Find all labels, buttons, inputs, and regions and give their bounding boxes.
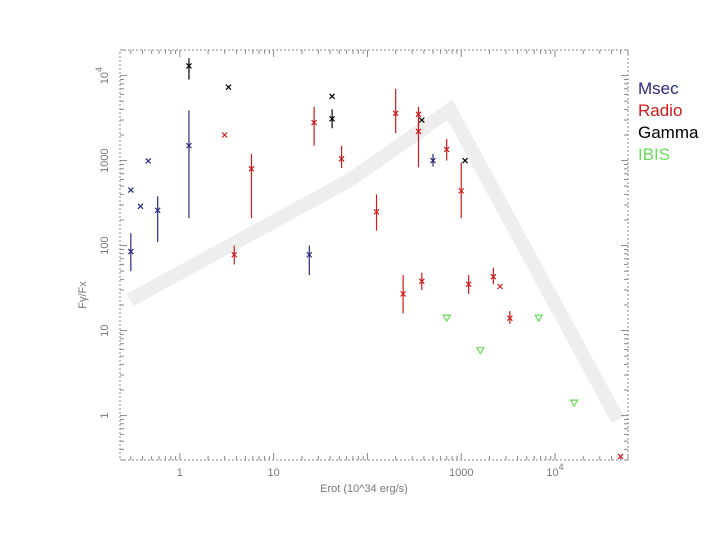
radio-point [617,453,624,460]
legend: Msec Radio Gamma IBIS [638,78,698,166]
radio-point [231,251,238,258]
msec-point [145,158,152,164]
radio-point [373,208,380,215]
radio-point [506,315,513,322]
radio-point [458,187,465,194]
radio-point [490,273,497,280]
y-axis-label: Fγ/Fx [77,281,89,309]
msec-point [306,251,313,258]
y-tick-label: 10 [99,324,111,336]
x-tick-label: 1000 [449,467,473,479]
ibis-point [534,314,544,323]
radio-point [497,283,504,290]
gamma-point [462,157,469,164]
gamma-point [418,117,425,123]
gamma-point [225,84,232,91]
y-tick-label: 104 [94,67,111,84]
x-axis-label: Erot (10^34 erg/s) [320,483,408,495]
legend-entry-gamma: Gamma [638,123,699,142]
radio-point [311,119,318,126]
x-tick-label: 10 [268,467,280,479]
plot-area-frame [119,49,629,461]
legend-entry-radio: Radio [638,101,683,120]
background-bands [126,99,625,424]
legend-entry-msec: Msec [638,79,679,98]
y-tick-labels: 1 10 100 1000 104 [94,67,111,419]
msec-point [127,187,134,193]
y-tick-label: 1 [99,412,111,418]
faint-band [126,99,625,424]
msec-point [127,248,134,255]
gamma-point [329,93,336,100]
ibis-point [475,347,485,355]
radio-point [392,110,399,117]
x-tick-label: 1 [177,467,183,479]
axis-ticks [120,49,629,461]
y-tick-label: 100 [99,236,111,254]
radio-point [400,290,407,297]
radio-point [415,128,422,135]
msec-point [154,207,161,214]
radio-point [248,165,255,172]
radio-point [443,146,450,153]
gamma-point [329,115,336,122]
ibis-point [442,314,452,323]
radio-point [418,278,425,285]
x-tick-label: 104 [546,462,563,479]
x-tick-labels: 1 10 1000 104 [177,462,564,479]
gamma-point [186,62,192,69]
msec-point [137,203,144,210]
legend-entry-ibis: IBIS [638,145,671,164]
msec-point [186,142,192,149]
radio-point [221,132,228,138]
radio-point [338,155,345,162]
ibis-point [569,399,579,408]
msec-point [430,157,436,164]
data-marks [127,58,624,460]
y-tick-label: 1000 [99,148,111,172]
radio-point [465,281,472,288]
